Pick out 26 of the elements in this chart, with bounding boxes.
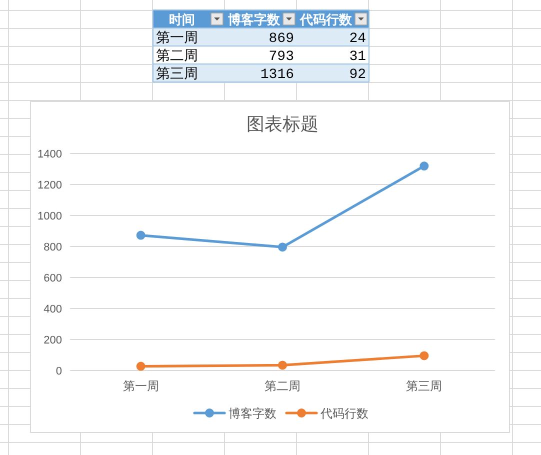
x-tick-label: 第二周 — [264, 379, 300, 393]
y-tick-label: 200 — [44, 334, 62, 346]
table-cell: 第一周 — [156, 29, 198, 45]
table-cell: 第二周 — [156, 47, 198, 63]
y-tick-label: 1000 — [38, 210, 62, 222]
table-header: 博客字数 — [228, 12, 280, 27]
legend-label: 代码行数 — [320, 406, 368, 420]
legend-label: 博客字数 — [228, 406, 276, 420]
table-cell: 869 — [268, 31, 294, 47]
table-cell: 31 — [349, 49, 366, 65]
table-cell: 92 — [349, 67, 366, 83]
table-header: 代码行数 — [300, 12, 352, 27]
y-tick-label: 600 — [44, 272, 62, 284]
y-tick-label: 400 — [44, 304, 62, 316]
table-cell: 24 — [349, 31, 366, 47]
y-tick-label: 0 — [56, 366, 62, 378]
y-tick-label: 1200 — [38, 180, 62, 192]
x-tick-label: 第三周 — [406, 379, 442, 393]
title: 图表标题 — [246, 114, 318, 134]
table-header: 时间 — [169, 12, 195, 27]
y-tick-label: 800 — [44, 242, 62, 254]
y-tick-label: 1400 — [38, 148, 62, 160]
table-cell: 第三周 — [156, 65, 198, 81]
table-cell: 793 — [268, 49, 294, 65]
x-tick-label: 第一周 — [122, 379, 159, 393]
table-cell: 1316 — [260, 67, 294, 83]
